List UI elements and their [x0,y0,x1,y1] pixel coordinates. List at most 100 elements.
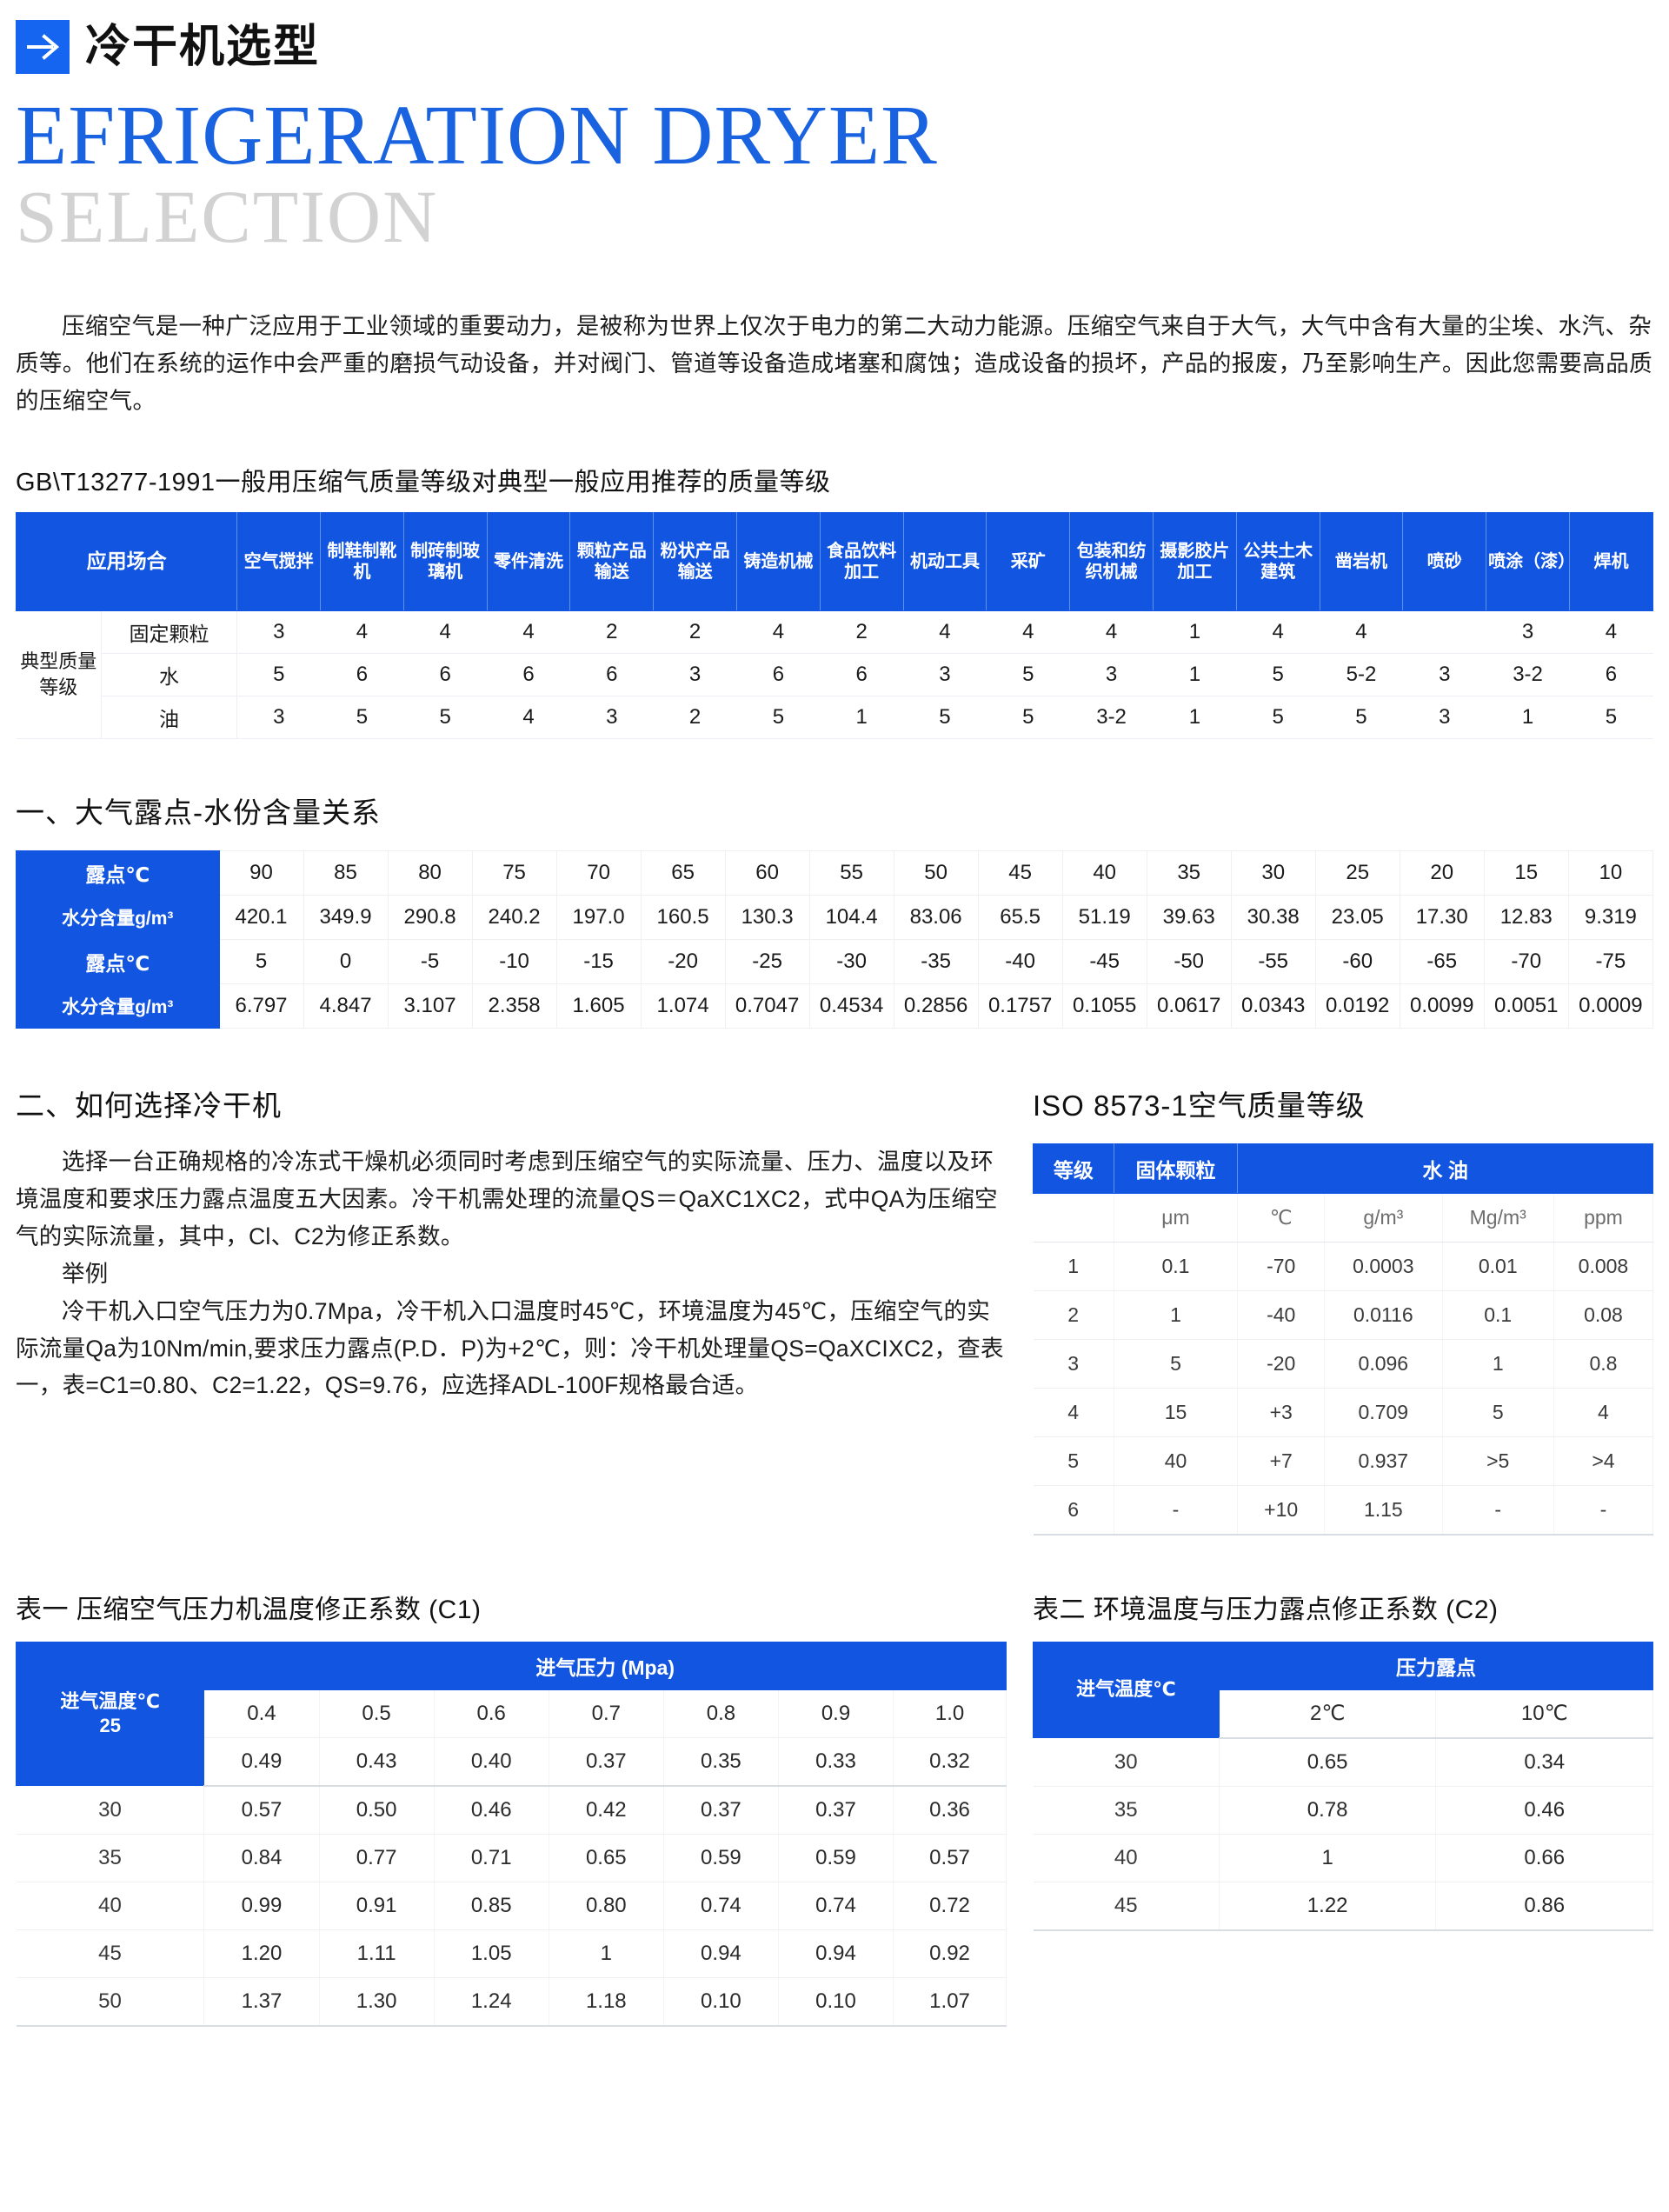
c1-cell-2-3: 0.80 [549,1882,664,1930]
moisture-row-2-label: 水分含量g/m³ [16,983,220,1029]
iso-cell-4-4: >5 [1442,1436,1554,1486]
dew-row-1-cell-3: 75 [471,849,557,896]
c1-row25-cell-3: 0.37 [549,1737,664,1787]
gb-cell-0-7: 2 [820,610,904,654]
c1-cell-0-4: 0.37 [663,1785,779,1835]
c1-cell-3-1: 1.11 [319,1929,435,1978]
c2-table-body: 30 0.65 0.34 35 0.78 0.46 40 1 0.66 45 1.22 0.86 [1033,1737,1653,1931]
c1-cell-4-3: 1.18 [549,1977,664,2027]
iso-cell-3-0: 4 [1033,1388,1114,1437]
c1-cell-4-2: 1.24 [434,1977,549,2027]
gb-header-col-8: 机动工具 [902,511,987,611]
gb-cell-1-6: 6 [736,652,821,696]
c2-dewcol-0: 2℃ [1219,1689,1437,1739]
gb-cell-2-1: 5 [320,695,404,739]
gb-header-col-2: 制砖制玻璃机 [402,511,488,611]
c2-cell-2-1: 0.66 [1435,1834,1653,1882]
gb-cell-2-3: 4 [487,695,570,739]
moisture-row-1-cell-3: 240.2 [471,894,557,940]
c1-cell-1-1: 0.77 [319,1834,435,1882]
c1-cell-2-5: 0.74 [778,1882,894,1930]
c2-cell-3-0: 1.22 [1219,1882,1437,1931]
moisture-row-2-cell-1: 4.847 [303,983,389,1029]
coefficient-tables-row: 表一 压缩空气压力机温度修正系数 (C1) 进气温度℃ 25 进气压力 (Mpa… [15,1539,1654,2027]
iso-cell-1-4: 0.1 [1442,1290,1554,1340]
table-row: 水分含量g/m³ 6.797 4.847 3.107 2.358 1.605 1.074 0.… [16,983,1654,1029]
gb-cell-2-14: 3 [1402,695,1486,739]
gb-cell-2-0: 3 [236,695,321,739]
dew-row-1-cell-4: 70 [555,849,642,896]
iso-cell-5-4: - [1442,1485,1554,1536]
gb-cell-0-8: 4 [903,610,987,654]
iso-cell-2-4: 1 [1442,1339,1554,1389]
table-row: 45 1.20 1.11 1.05 1 0.94 0.94 0.92 [16,1929,1007,1978]
gb-cell-1-11: 1 [1153,652,1237,696]
dew-row-1-cell-10: 40 [1061,849,1147,896]
dew-row-2-cell-10: -45 [1061,938,1147,984]
moisture-row-1-label: 水分含量g/m³ [16,894,220,940]
gb-cell-0-6: 4 [736,610,821,654]
c1-cell-1-6: 0.57 [893,1834,1007,1882]
gb-cell-0-4: 2 [569,610,654,654]
c1-cell-4-6: 1.07 [893,1977,1007,2027]
dew-row-2-cell-14: -65 [1399,938,1485,984]
c1-cell-2-4: 0.74 [663,1882,779,1930]
c1-pressure-6: 1.0 [893,1689,1007,1738]
dew-row-1-cell-12: 30 [1230,849,1316,896]
moisture-row-2-cell-6: 0.7047 [724,983,810,1029]
iso-cell-1-2: -40 [1237,1290,1326,1340]
dew-row-2-cell-0: 5 [218,938,304,984]
gb-header-col-7: 食品饮料加工 [819,511,904,611]
gb-cell-2-6: 5 [736,695,821,739]
gb-cell-0-16: 4 [1569,610,1653,654]
gb-cell-2-11: 1 [1153,695,1237,739]
moisture-row-1-cell-8: 83.06 [893,894,979,940]
moisture-row-1-cell-12: 30.38 [1230,894,1316,940]
table-row: 水分含量g/m³ 420.1 349.9 290.8 240.2 197.0 160.5 13… [16,894,1654,940]
dew-row-1-cell-0: 90 [218,849,304,896]
dew-row-1-cell-5: 65 [640,849,726,896]
c1-cell-2-6: 0.72 [893,1882,1007,1930]
c1-row25-cell-5: 0.33 [778,1737,894,1787]
table-row: 露点℃ 90 85 80 75 70 65 60 55 50 45 40 35 30 25 20 15 10 [16,849,1654,896]
iso-cell-0-3: 0.0003 [1324,1242,1443,1291]
c1-pressure-3: 0.7 [549,1689,664,1738]
c1-cell-3-2: 1.05 [434,1929,549,1978]
c1-cell-3-3: 1 [549,1929,664,1978]
moisture-row-2-cell-8: 0.2856 [893,983,979,1029]
gb-table-head: 应用场合 空气搅拌 制鞋制靴机 制砖制玻璃机 零件清洗 颗粒产品输送 粉状产品输送 铸造机械… [15,511,1654,611]
dew-row-2-cell-1: 0 [303,938,389,984]
gb-cell-1-9: 5 [986,652,1070,696]
c1-row25-cell-0: 0.49 [203,1737,320,1787]
c1-cell-3-5: 0.94 [778,1929,894,1978]
gb-cell-0-12: 4 [1236,610,1320,654]
gb-cell-1-7: 6 [820,652,904,696]
iso-cell-4-0: 5 [1033,1436,1114,1486]
table-row: 50 1.37 1.30 1.24 1.18 0.10 0.10 1.07 [16,1977,1007,2027]
iso-cell-1-0: 2 [1033,1290,1114,1340]
dew-row-2-cell-16: -75 [1567,938,1654,984]
gb-table-body: 典型质量等级 固定颗粒 3 4 4 4 2 2 4 2 4 4 4 1 4 4 3 4 水 5 6 6 6 6 3 6 6 3 5 3 1 5… [16,610,1653,739]
gb-cell-2-16: 5 [1569,695,1653,739]
dew-row-2-cell-8: -35 [893,938,979,984]
arrow-right-icon [16,20,70,74]
iso-cell-0-0: 1 [1033,1242,1114,1291]
table-row: 35 0.84 0.77 0.71 0.65 0.59 0.59 0.57 [16,1834,1007,1882]
c2-table: 进气温度℃ 压力露点 2℃ 10℃ 30 0.65 0.34 35 0.78 0.46 40 1… [1033,1641,1654,1931]
gb-cell-1-0: 5 [236,652,321,696]
dew-row-1-cell-9: 45 [977,849,1063,896]
moisture-row-1-cell-9: 65.5 [977,894,1063,940]
iso-cell-2-3: 0.096 [1324,1339,1443,1389]
section-two-example-label: 举例 [62,1260,109,1287]
c1-row25-cell-2: 0.40 [434,1737,549,1787]
dew-row-2-cell-12: -55 [1230,938,1316,984]
iso-unit-1: μm [1114,1193,1239,1243]
c1-row-temp-0: 30 [16,1785,205,1835]
moisture-row-1-cell-0: 420.1 [218,894,304,940]
dew-row-1-cell-8: 50 [893,849,979,896]
iso-cell-1-5: 0.08 [1553,1290,1654,1340]
c1-cell-0-2: 0.46 [434,1785,549,1835]
dew-row-1-cell-6: 60 [724,849,810,896]
moisture-row-2-cell-16: 0.0009 [1567,983,1654,1029]
moisture-row-2-cell-4: 1.605 [555,983,642,1029]
